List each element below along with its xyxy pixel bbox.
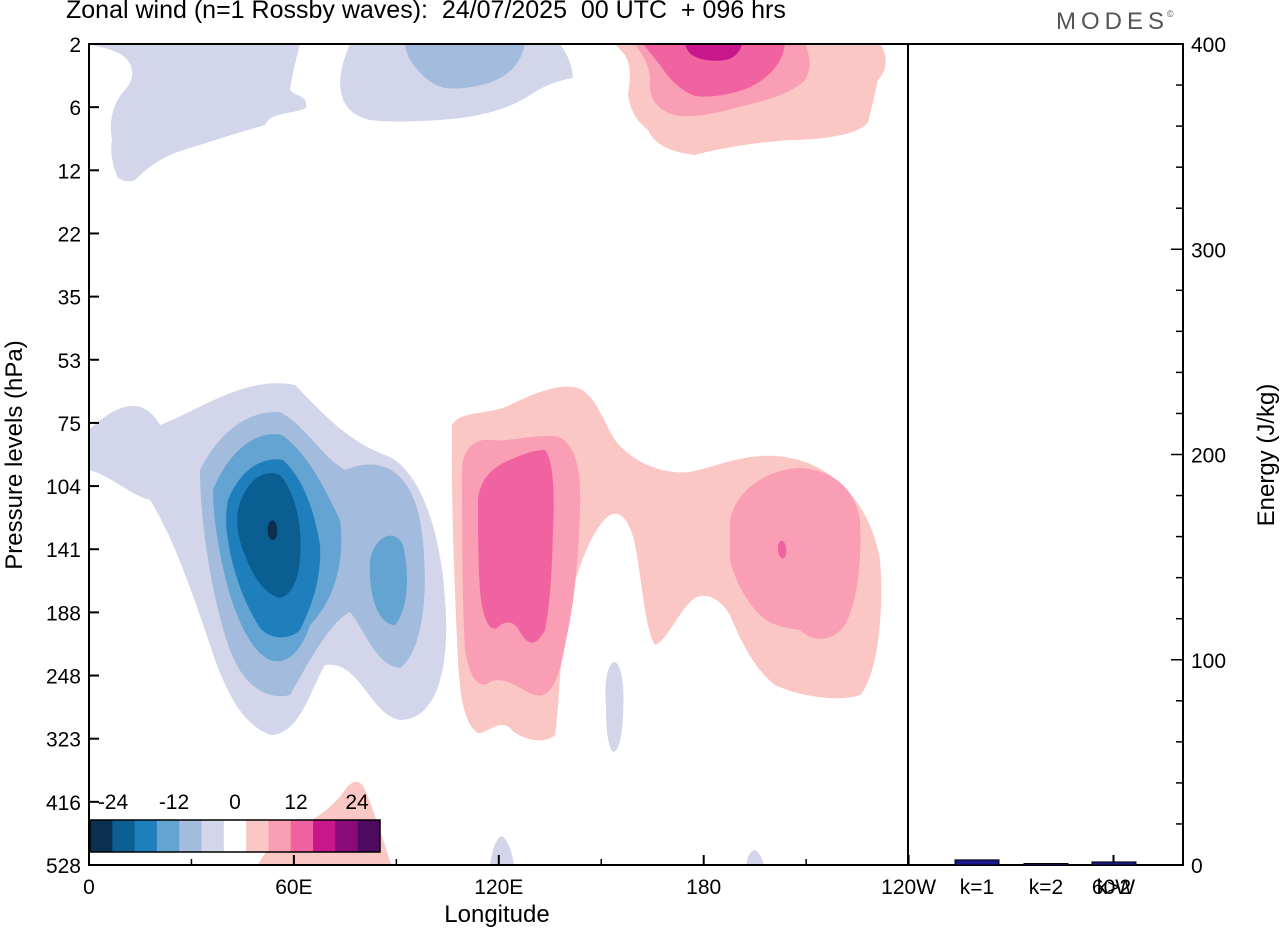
energy-tick-label: 300 bbox=[1191, 239, 1226, 262]
modes-logo: MODES© bbox=[1056, 8, 1174, 36]
colorbar-swatch bbox=[90, 820, 113, 852]
contour-neg-small-2 bbox=[490, 836, 514, 865]
colorbar-swatch bbox=[156, 820, 180, 852]
colorbar-swatch bbox=[357, 820, 381, 852]
y-tick-label: 2 bbox=[69, 34, 81, 57]
energy-category-label: k>2 bbox=[1097, 876, 1131, 899]
chart-title: Zonal wind (n=1 Rossby waves): 24/07/202… bbox=[66, 0, 786, 24]
energy-axis: 0 100 200 300 400 bbox=[1171, 34, 1226, 878]
energy-tick-label: 100 bbox=[1191, 650, 1226, 673]
contour-neg-level-3b bbox=[369, 535, 407, 625]
colorbar-swatch bbox=[201, 820, 225, 852]
energy-axis-label: Energy (J/kg) bbox=[1253, 384, 1280, 527]
colorbar-swatch bbox=[223, 820, 247, 852]
x-tick-label: 0 bbox=[83, 876, 95, 899]
y-tick-label: 104 bbox=[46, 476, 81, 499]
contour-neg-level-6 bbox=[267, 520, 278, 540]
brand-mark: © bbox=[1167, 9, 1174, 19]
x-tick-label: 60W bbox=[1092, 876, 1135, 899]
colorbar-swatch bbox=[246, 820, 269, 852]
contour-neg-small-1 bbox=[605, 662, 624, 752]
colorbar-swatch bbox=[112, 820, 136, 852]
energy-bar bbox=[1023, 863, 1069, 866]
y-axis-label: Pressure levels (hPa) bbox=[1, 340, 28, 569]
colorbar-swatch bbox=[290, 820, 314, 852]
brand-text: MODES bbox=[1056, 8, 1170, 35]
colorbar-tick-label: -24 bbox=[98, 791, 129, 814]
energy-bars: k=1 k=2 k>2 bbox=[954, 859, 1137, 899]
contour-pos-level-2b bbox=[730, 468, 861, 639]
colorbar-swatch bbox=[313, 820, 336, 852]
y-tick-label: 416 bbox=[46, 792, 81, 815]
x-tick-label: 120W bbox=[881, 876, 936, 899]
y-tick-label: 75 bbox=[58, 413, 81, 436]
contour-pos-level-3b bbox=[778, 540, 787, 559]
energy-tick-label: 200 bbox=[1191, 445, 1226, 468]
colorbar-swatch bbox=[268, 820, 292, 852]
colorbar: -24 -12 0 12 24 bbox=[89, 791, 381, 853]
colorbar-tick-label: 24 bbox=[345, 791, 369, 814]
contour-pos-upper-3 bbox=[643, 44, 785, 97]
contour-neg-small-3 bbox=[746, 850, 764, 865]
y-tick-label: 248 bbox=[46, 666, 81, 689]
energy-category-label: k=1 bbox=[960, 876, 994, 899]
colorbar-swatch bbox=[134, 820, 158, 852]
contour-neg-upper-1 bbox=[89, 44, 307, 182]
contour-field bbox=[89, 44, 886, 865]
energy-tick-label: 0 bbox=[1191, 855, 1203, 878]
colorbar-swatch bbox=[179, 820, 203, 852]
x-axis-label: Longitude bbox=[444, 901, 549, 928]
y-tick-label: 35 bbox=[58, 287, 81, 310]
y-axis: 2 6 12 22 35 53 75 104 141 188 248 323 416 528 bbox=[46, 34, 99, 878]
colorbar-tick-label: 0 bbox=[229, 791, 241, 814]
energy-category-label: k=2 bbox=[1029, 876, 1063, 899]
colorbar-tick-label: -12 bbox=[159, 791, 189, 814]
y-tick-label: 6 bbox=[69, 97, 81, 120]
y-tick-label: 22 bbox=[58, 223, 81, 246]
contour-neg-upper-3 bbox=[405, 44, 525, 89]
contour-pos-upper-4 bbox=[685, 44, 742, 61]
x-tick-label: 120E bbox=[474, 876, 523, 899]
x-axis: 0 60E 120E 180 120W 60W bbox=[83, 855, 1135, 899]
y-tick-label: 53 bbox=[58, 350, 81, 373]
y-tick-label: 188 bbox=[46, 602, 81, 625]
colorbar-tick-label: 12 bbox=[284, 791, 307, 814]
y-tick-label: 528 bbox=[46, 855, 81, 878]
contour-pos-level-3 bbox=[478, 450, 554, 643]
x-tick-label: 60E bbox=[275, 876, 312, 899]
x-tick-label: 180 bbox=[686, 876, 721, 899]
energy-tick-label: 400 bbox=[1191, 34, 1226, 57]
y-tick-label: 141 bbox=[46, 539, 81, 562]
energy-bar bbox=[1091, 861, 1137, 866]
y-tick-label: 12 bbox=[58, 160, 81, 183]
energy-plot-frame bbox=[907, 43, 1184, 866]
colorbar-frame bbox=[89, 819, 381, 853]
energy-bar bbox=[954, 859, 1000, 866]
y-tick-label: 323 bbox=[46, 729, 81, 752]
colorbar-swatch bbox=[335, 820, 359, 852]
